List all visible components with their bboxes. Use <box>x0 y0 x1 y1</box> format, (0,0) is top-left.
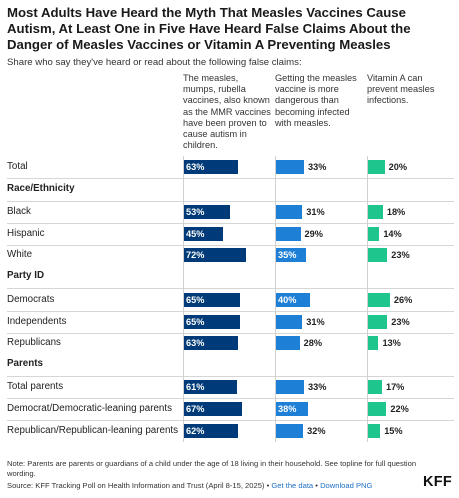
bar <box>367 227 380 241</box>
row-divider <box>7 245 454 246</box>
data-label: 40% <box>278 295 297 305</box>
data-label: 15% <box>384 426 403 436</box>
group-label: Race/Ethnicity <box>7 183 75 194</box>
data-label: 33% <box>308 382 327 392</box>
group-label: Parents <box>7 358 43 369</box>
column-header-vitamin-a: Vitamin A can prevent measles infections… <box>367 73 435 106</box>
bar <box>183 424 238 438</box>
data-label: 65% <box>186 295 205 305</box>
bar <box>367 205 383 219</box>
bar <box>275 315 303 329</box>
chart-subtitle: Share who say they've heard or read abou… <box>7 57 302 68</box>
row-label: Black <box>7 206 31 217</box>
bar <box>367 315 388 329</box>
bar <box>275 402 309 416</box>
data-label: 31% <box>306 207 325 217</box>
bar <box>183 380 237 394</box>
row-label: Independents <box>7 316 67 327</box>
bar <box>183 205 230 219</box>
bar <box>367 424 381 438</box>
group-label: Party ID <box>7 270 45 281</box>
data-label: 14% <box>383 229 402 239</box>
row-divider <box>7 311 454 312</box>
data-label: 67% <box>186 404 205 414</box>
bar <box>183 402 242 416</box>
data-label: 28% <box>303 338 323 348</box>
data-label: 65% <box>186 317 205 327</box>
row-label: Democrats <box>7 294 55 305</box>
bar <box>183 315 241 329</box>
bar <box>367 402 387 416</box>
bar <box>183 248 247 262</box>
bar <box>183 336 239 350</box>
data-label: 29% <box>304 229 323 239</box>
kff-logo: KFF <box>423 474 453 490</box>
data-label: 20% <box>388 162 407 172</box>
source-line: Source: KFF Tracking Poll on Health Info… <box>7 481 372 490</box>
data-label: 38% <box>278 404 297 414</box>
data-label: 62% <box>186 426 205 436</box>
bar <box>275 380 304 394</box>
column-header-autism: The measles, mumps, rubella vaccines, al… <box>183 73 271 151</box>
data-label: 32% <box>307 426 326 436</box>
data-label: 23% <box>391 317 410 327</box>
link-separator: • <box>315 481 318 490</box>
column-header-vaccine-danger: Getting the measles vaccine is more dang… <box>275 73 357 128</box>
bar <box>275 248 306 262</box>
bar <box>367 336 379 350</box>
download-png-link[interactable]: Download PNG <box>320 481 373 490</box>
bar <box>275 336 300 350</box>
data-label: 31% <box>306 317 325 327</box>
row-divider <box>7 178 454 179</box>
bar <box>367 248 388 262</box>
bar <box>275 160 304 174</box>
data-label: 22% <box>390 404 409 414</box>
bar <box>183 227 223 241</box>
data-label: 26% <box>393 295 413 305</box>
bar <box>275 227 301 241</box>
group-divider <box>7 376 454 377</box>
bar <box>367 160 385 174</box>
bar <box>275 424 304 438</box>
row-divider <box>7 333 454 334</box>
row-divider <box>7 398 454 399</box>
row-label: Republican/Republican-leaning parents <box>7 425 179 436</box>
row-divider <box>7 223 454 224</box>
data-label: 18% <box>386 207 406 217</box>
chart-title: Most Adults Have Heard the Myth That Mea… <box>7 5 411 52</box>
column-baseline <box>183 156 184 442</box>
column-baseline <box>275 156 276 442</box>
data-label: 45% <box>186 229 205 239</box>
data-label: 23% <box>391 250 410 260</box>
data-label: 33% <box>308 162 327 172</box>
row-label: Republicans <box>7 337 61 348</box>
row-label: White <box>7 249 33 260</box>
group-divider <box>7 288 454 289</box>
data-label: 61% <box>186 382 205 392</box>
bar <box>183 160 239 174</box>
data-label: 63% <box>186 162 205 172</box>
data-label: 17% <box>385 382 405 392</box>
get-data-link[interactable]: Get the data <box>271 481 314 490</box>
data-label: 35% <box>278 250 297 260</box>
bar <box>275 205 303 219</box>
source-text: Source: KFF Tracking Poll on Health Info… <box>7 481 270 490</box>
data-label: 63% <box>186 338 205 348</box>
group-divider <box>7 201 454 202</box>
footnote: Note: Parents are parents or guardians o… <box>7 459 417 478</box>
row-label: Democrat/Democratic-leaning parents <box>7 403 172 414</box>
data-label: 72% <box>186 250 205 260</box>
row-divider <box>7 420 454 421</box>
bar <box>183 293 241 307</box>
bar <box>275 293 311 307</box>
row-label: Total parents <box>7 381 64 392</box>
data-label: 13% <box>382 338 401 348</box>
bar <box>367 380 382 394</box>
row-label: Total <box>7 161 28 172</box>
row-label: Hispanic <box>7 228 45 239</box>
data-label: 53% <box>186 207 205 217</box>
column-baseline <box>367 156 368 442</box>
bar <box>367 293 390 307</box>
